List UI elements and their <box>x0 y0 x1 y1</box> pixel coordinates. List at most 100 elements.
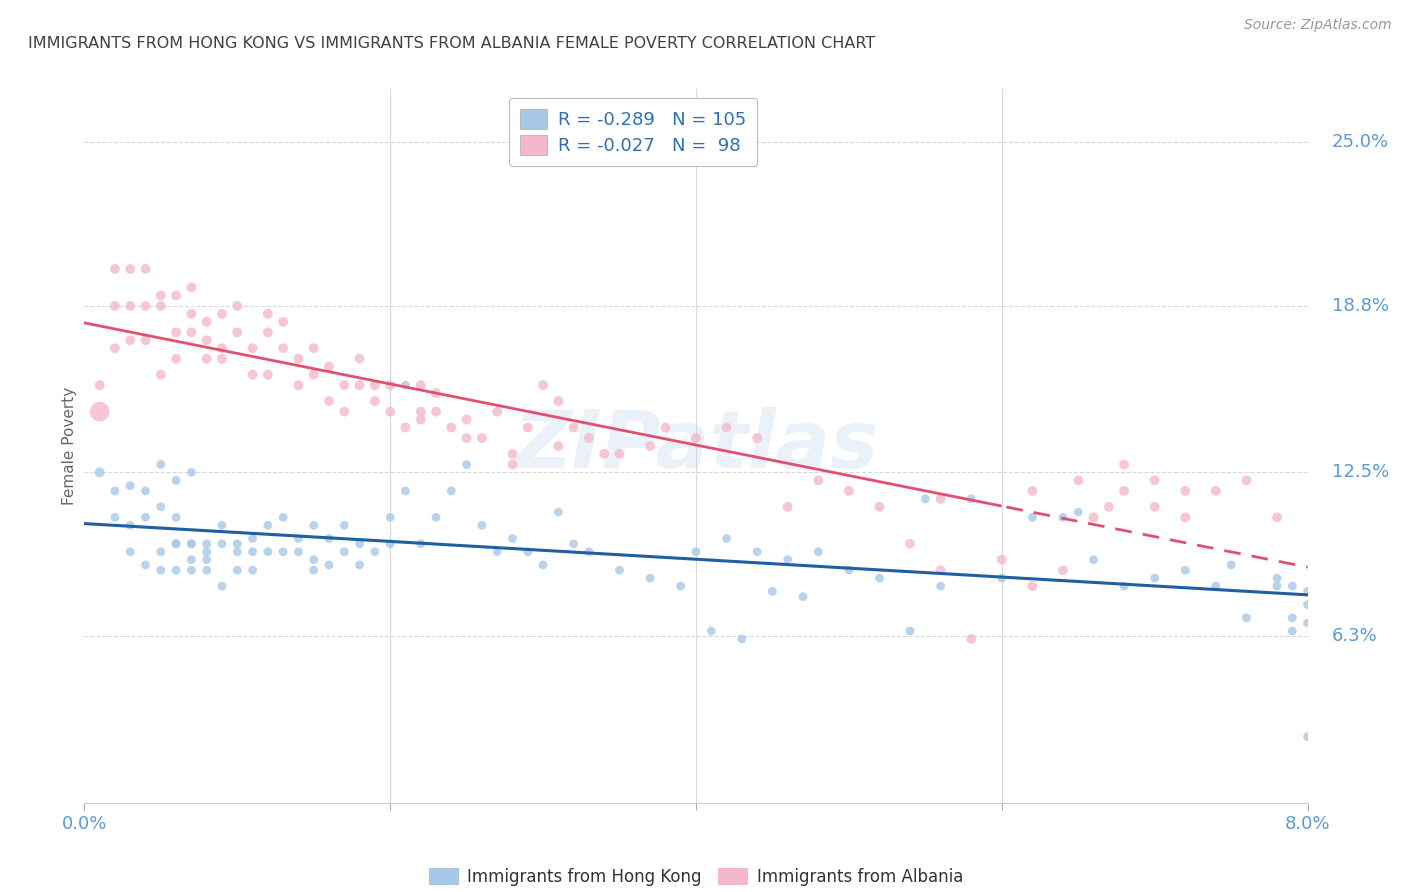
Point <box>471 431 494 445</box>
Point <box>1281 624 1303 638</box>
Point <box>89 404 111 418</box>
Point <box>287 532 309 546</box>
Point <box>516 545 538 559</box>
Point <box>990 571 1012 585</box>
Point <box>287 545 309 559</box>
Point <box>364 545 387 559</box>
Point <box>104 299 127 313</box>
Point <box>195 563 218 577</box>
Point <box>135 558 157 572</box>
Point <box>409 404 432 418</box>
Point <box>89 466 111 480</box>
Point <box>211 341 233 355</box>
Point <box>425 404 447 418</box>
Point <box>807 545 830 559</box>
Text: 25.0%: 25.0% <box>1331 133 1389 151</box>
Point <box>609 563 631 577</box>
Point <box>271 315 294 329</box>
Point <box>1021 510 1043 524</box>
Point <box>211 518 233 533</box>
Point <box>1143 474 1166 488</box>
Point <box>547 439 569 453</box>
Point <box>1083 552 1105 566</box>
Point <box>149 368 172 382</box>
Point <box>1265 571 1288 585</box>
Point <box>990 552 1012 566</box>
Point <box>1052 510 1074 524</box>
Point <box>869 571 891 585</box>
Point <box>271 510 294 524</box>
Point <box>333 518 356 533</box>
Point <box>1021 579 1043 593</box>
Point <box>165 563 187 577</box>
Point <box>1143 500 1166 514</box>
Point <box>578 431 600 445</box>
Point <box>914 491 936 506</box>
Point <box>165 326 187 340</box>
Point <box>1265 510 1288 524</box>
Point <box>180 563 202 577</box>
Point <box>149 500 172 514</box>
Legend: Immigrants from Hong Kong, Immigrants from Albania: Immigrants from Hong Kong, Immigrants fr… <box>422 861 970 892</box>
Point <box>471 518 494 533</box>
Point <box>1296 616 1319 631</box>
Text: Source: ZipAtlas.com: Source: ZipAtlas.com <box>1244 18 1392 32</box>
Point <box>149 545 172 559</box>
Point <box>685 545 707 559</box>
Point <box>180 307 202 321</box>
Point <box>242 532 264 546</box>
Point <box>486 404 509 418</box>
Point <box>195 333 218 347</box>
Point <box>226 326 249 340</box>
Point <box>1174 483 1197 498</box>
Point <box>302 368 325 382</box>
Point <box>380 404 402 418</box>
Point <box>745 545 768 559</box>
Point <box>1205 483 1227 498</box>
Point <box>226 537 249 551</box>
Point <box>211 351 233 366</box>
Point <box>165 474 187 488</box>
Point <box>271 545 294 559</box>
Point <box>456 431 478 445</box>
Point <box>195 351 218 366</box>
Point <box>440 483 463 498</box>
Point <box>516 420 538 434</box>
Point <box>135 261 157 276</box>
Point <box>531 378 554 392</box>
Point <box>271 341 294 355</box>
Point <box>578 545 600 559</box>
Point <box>776 552 799 566</box>
Point <box>333 545 356 559</box>
Text: 18.8%: 18.8% <box>1331 297 1389 315</box>
Point <box>1281 579 1303 593</box>
Point <box>898 624 921 638</box>
Point <box>486 545 509 559</box>
Point <box>562 420 585 434</box>
Point <box>838 563 860 577</box>
Point <box>1265 579 1288 593</box>
Point <box>394 483 416 498</box>
Point <box>609 447 631 461</box>
Point <box>1143 571 1166 585</box>
Point <box>1083 510 1105 524</box>
Point <box>135 510 157 524</box>
Point <box>120 333 142 347</box>
Point <box>1067 505 1090 519</box>
Point <box>149 458 172 472</box>
Point <box>1234 474 1257 488</box>
Point <box>242 341 264 355</box>
Point <box>440 420 463 434</box>
Point <box>104 261 127 276</box>
Point <box>547 505 569 519</box>
Point <box>195 552 218 566</box>
Point <box>1281 611 1303 625</box>
Point <box>180 537 202 551</box>
Point <box>1174 510 1197 524</box>
Point <box>165 510 187 524</box>
Point <box>165 288 187 302</box>
Point <box>302 518 325 533</box>
Point <box>380 378 402 392</box>
Point <box>792 590 814 604</box>
Point <box>242 368 264 382</box>
